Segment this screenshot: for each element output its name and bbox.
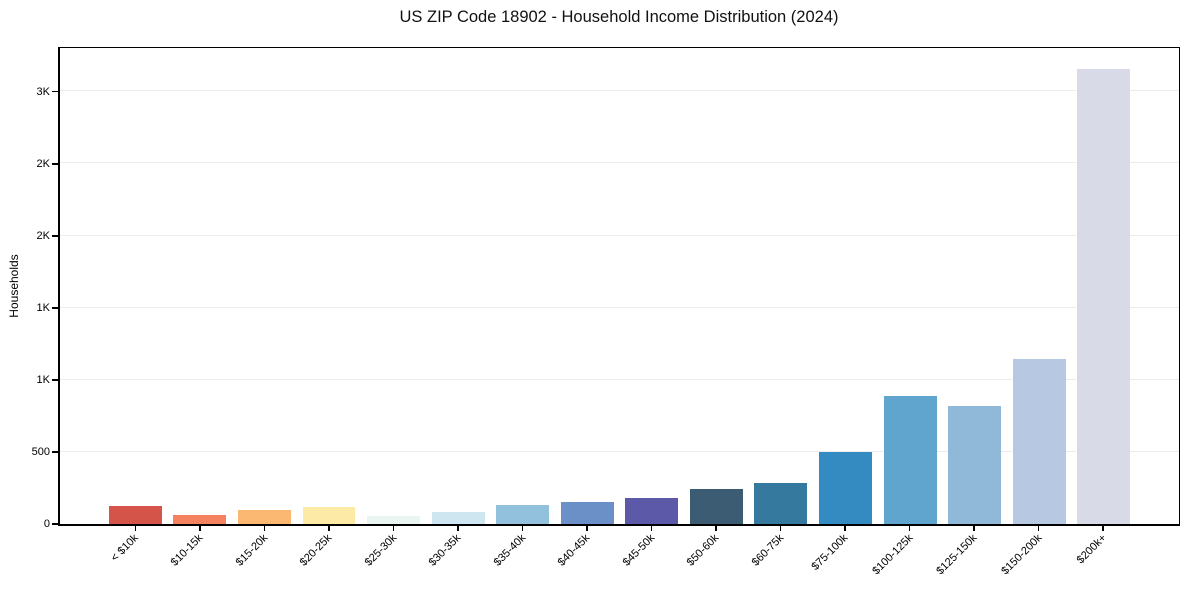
x-tick-mark bbox=[844, 526, 846, 531]
x-tick-mark bbox=[199, 526, 201, 531]
y-tick-mark bbox=[52, 235, 58, 237]
x-tick-label: $100-125k bbox=[869, 532, 916, 578]
y-tick-label: 1K bbox=[36, 373, 50, 386]
bar bbox=[1012, 358, 1066, 524]
y-tick-label: 500 bbox=[31, 445, 50, 458]
bar bbox=[560, 502, 614, 524]
x-tick-label: < $10k bbox=[108, 532, 141, 565]
bar bbox=[625, 498, 679, 524]
x-tick-label: $60-75k bbox=[749, 532, 787, 569]
bar-slot bbox=[490, 48, 555, 524]
chart-title: US ZIP Code 18902 - Household Income Dis… bbox=[399, 8, 839, 26]
bar-slot bbox=[1007, 48, 1072, 524]
bar-slot bbox=[232, 48, 297, 524]
x-tick-label: $25-30k bbox=[362, 532, 399, 569]
x-tick-mark bbox=[715, 526, 717, 531]
x-tick-label: $45-50k bbox=[620, 532, 658, 569]
gridline bbox=[60, 234, 1179, 236]
bar-slot bbox=[361, 48, 426, 524]
gridline bbox=[60, 306, 1179, 308]
x-tick-label: $35-40k bbox=[491, 532, 528, 569]
bar bbox=[754, 482, 808, 524]
bar-slot bbox=[297, 48, 362, 524]
y-tick-label: 2K bbox=[36, 229, 50, 242]
bar-slot bbox=[620, 48, 685, 524]
y-tick-mark bbox=[52, 90, 58, 93]
x-tick-label: $40-45k bbox=[555, 532, 593, 569]
y-tick-mark bbox=[52, 379, 58, 381]
bar-slot bbox=[168, 48, 233, 524]
bar bbox=[1077, 68, 1131, 524]
bar bbox=[237, 510, 291, 524]
x-tick-label: $15-20k bbox=[233, 532, 270, 569]
y-tick-label: 2K bbox=[36, 157, 50, 170]
bar bbox=[367, 516, 420, 524]
x-tick-mark bbox=[1037, 526, 1040, 531]
gridline bbox=[60, 450, 1179, 452]
x-tick-mark bbox=[586, 526, 588, 531]
x-tick-mark bbox=[457, 526, 459, 531]
bar-slot bbox=[813, 48, 878, 524]
bar bbox=[948, 405, 1002, 524]
x-tick-label: $30-35k bbox=[426, 532, 464, 569]
gridline bbox=[60, 378, 1179, 380]
x-tick-mark bbox=[392, 526, 395, 531]
bar bbox=[883, 395, 937, 524]
bar-slot bbox=[878, 48, 943, 524]
y-tick-label: 1K bbox=[36, 301, 50, 314]
x-tick-mark bbox=[263, 526, 266, 531]
x-tick-label: $125-150k bbox=[934, 532, 980, 578]
x-tick-mark bbox=[521, 526, 524, 531]
bar-slot bbox=[1071, 48, 1136, 524]
gridline bbox=[60, 90, 1179, 92]
x-tick-label: $10-15k bbox=[168, 532, 206, 569]
x-tick-mark bbox=[1102, 526, 1104, 531]
x-tick-mark bbox=[779, 526, 782, 531]
bar bbox=[108, 505, 162, 524]
x-tick-mark bbox=[908, 526, 911, 531]
x-tick-mark bbox=[134, 526, 137, 531]
y-tick-label: 3K bbox=[36, 85, 50, 98]
bar bbox=[302, 507, 356, 524]
bar-slot bbox=[749, 48, 814, 524]
bar-slot bbox=[103, 48, 168, 524]
y-tick-label: 0 bbox=[43, 518, 50, 530]
x-tick-label: $200k+ bbox=[1074, 532, 1109, 567]
x-tick-label: $150-200k bbox=[998, 532, 1045, 578]
bar-slot bbox=[555, 48, 620, 524]
y-tick-mark bbox=[52, 451, 58, 453]
bars-row bbox=[60, 48, 1179, 524]
x-tick-label: $20-25k bbox=[297, 532, 335, 569]
gridline bbox=[60, 162, 1179, 164]
x-tick-mark bbox=[328, 526, 330, 531]
bar-slot bbox=[684, 48, 749, 524]
bar-slot bbox=[426, 48, 491, 524]
y-tick-mark bbox=[52, 163, 58, 165]
plot-area bbox=[58, 47, 1180, 526]
x-tick-label: $75-100k bbox=[809, 532, 851, 573]
x-tick-label: $50-60k bbox=[684, 532, 722, 569]
bar bbox=[173, 514, 227, 524]
bar bbox=[819, 451, 872, 524]
x-tick-mark bbox=[973, 526, 975, 531]
bar bbox=[431, 512, 485, 524]
y-tick-mark bbox=[52, 523, 58, 525]
x-tick-mark bbox=[650, 526, 653, 531]
y-tick-mark bbox=[52, 307, 58, 309]
bar bbox=[689, 488, 743, 524]
bar-slot bbox=[942, 48, 1007, 524]
bar bbox=[496, 505, 550, 524]
